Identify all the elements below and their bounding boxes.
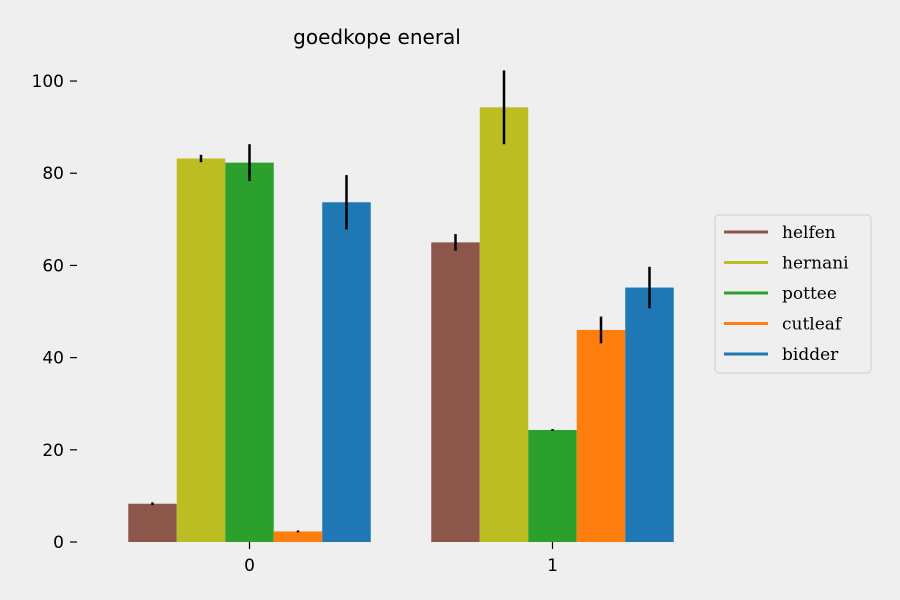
bar-hernani-1 [479,107,529,543]
error-bars-layer [151,70,651,533]
legend-label-bidder: bidder [782,345,839,365]
legend: helfen hernani pottee cutleaf bidder [714,214,872,374]
bar-cutleaf-1 [576,329,626,542]
bar-pottee-0 [225,162,274,543]
y-tick-label: 60 [42,256,64,276]
bar-bidder-0 [322,202,371,543]
bar-helfen-1 [431,242,480,542]
legend-label-cutleaf: cutleaf [782,315,843,335]
bar-cutleaf-0 [273,531,323,542]
bar-helfen-0 [128,503,177,542]
bar-bidder-1 [625,287,674,542]
x-tick-label: 1 [547,556,558,576]
legend-label-helfen: helfen [782,223,836,243]
bars-layer [128,107,674,543]
legend-label-hernani: hernani [782,254,849,274]
y-tick-label: 40 [42,349,64,369]
y-tick-label: 80 [42,164,64,184]
y-tick-label: 20 [42,441,64,461]
y-tick-label: 0 [53,533,64,553]
x-tick-label: 0 [244,556,255,576]
legend-box [714,214,872,374]
y-axis: 0 20 40 60 80 100 [32,72,77,553]
y-tick-label: 100 [32,72,64,92]
bar-hernani-0 [176,158,226,543]
legend-label-pottee: pottee [782,284,837,304]
bar-pottee-1 [528,429,577,542]
chart-title: goedkope eneral [293,25,461,49]
